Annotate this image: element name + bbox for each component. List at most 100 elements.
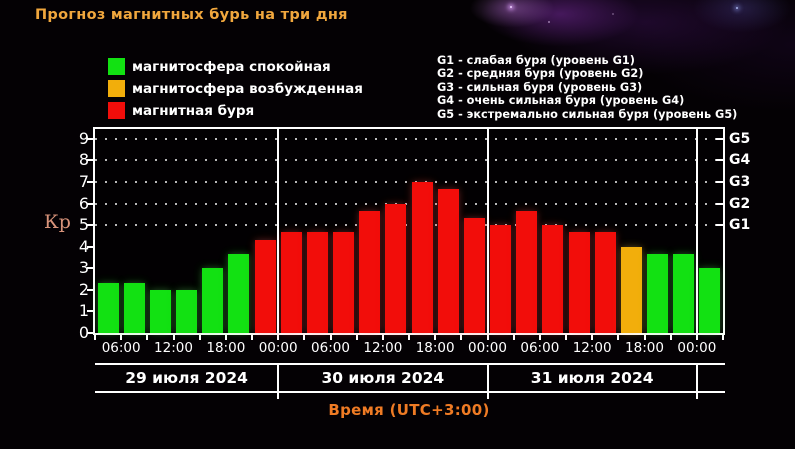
storm-level-description: G4 - очень сильная буря (уровень G4) xyxy=(437,94,685,108)
storm-level-description: G3 - сильная буря (уровень G3) xyxy=(437,80,643,94)
y-tick-label: 1 xyxy=(78,301,89,321)
x-minor-tick xyxy=(722,335,724,340)
dotted-gridline xyxy=(95,202,723,205)
kp-bar xyxy=(385,203,407,333)
date-separator xyxy=(277,364,280,392)
y-tick-mark xyxy=(87,224,94,227)
kp-bar xyxy=(359,210,381,333)
x-axis-title: Время (UTC+3:00) xyxy=(328,401,490,419)
legend-item: магнитосфера возбужденная xyxy=(108,78,363,100)
y-tick-label: 9 xyxy=(78,128,89,148)
y-tick-mark xyxy=(87,202,94,205)
x-tick-label: 06:00 xyxy=(520,340,560,356)
y-tick-label: 0 xyxy=(78,323,89,342)
storm-level-description: G5 - экстремально сильная буря (уровень … xyxy=(437,107,738,121)
date-sub-tick xyxy=(277,393,280,399)
x-minor-tick xyxy=(538,335,541,340)
kp-bar xyxy=(490,225,512,333)
x-minor-tick xyxy=(591,335,594,340)
x-minor-tick xyxy=(381,335,384,340)
x-minor-tick xyxy=(172,335,175,340)
legend-item-label: магнитная буря xyxy=(132,102,255,119)
kp-bar xyxy=(647,253,669,333)
star xyxy=(612,13,614,15)
x-minor-tick xyxy=(303,335,306,340)
x-tick-label: 06:00 xyxy=(101,340,141,356)
y-tick-mark xyxy=(87,137,94,140)
x-minor-tick xyxy=(565,335,567,340)
x-minor-tick xyxy=(617,335,620,340)
date-label: 30 июля 2024 xyxy=(321,369,445,387)
x-minor-tick xyxy=(94,335,96,340)
day-boundary-line xyxy=(695,129,698,333)
kp-bar xyxy=(673,253,695,333)
y-tick-mark xyxy=(87,332,94,334)
kp-bar xyxy=(620,246,642,333)
kp-bar xyxy=(254,239,276,333)
legend-item: магнитная буря xyxy=(108,100,363,122)
x-tick-label: 12:00 xyxy=(363,340,403,356)
x-tick-label: 00:00 xyxy=(468,340,507,356)
x-minor-tick xyxy=(146,335,149,340)
y-tick-mark xyxy=(87,159,94,162)
page-title: Прогноз магнитных бурь на три дня xyxy=(35,7,348,23)
y-tick-mark xyxy=(87,288,94,291)
x-tick-label: 00:00 xyxy=(258,340,298,356)
star xyxy=(548,21,550,23)
date-separator xyxy=(486,364,489,392)
date-label: 29 июля 2024 xyxy=(125,369,248,387)
legend-item: магнитосфера спокойная xyxy=(108,56,363,78)
x-minor-tick xyxy=(408,335,410,340)
kp-bar xyxy=(542,225,564,333)
y-tick-mark xyxy=(87,181,94,184)
star xyxy=(736,7,738,9)
date-label: 31 июля 2024 xyxy=(530,369,654,387)
x-minor-tick xyxy=(355,335,358,340)
date-band-top-rule xyxy=(95,363,725,365)
x-tick-label: 18:00 xyxy=(625,340,664,356)
x-tick-label: 06:00 xyxy=(311,340,350,356)
kp-bar xyxy=(333,232,355,333)
date-sub-tick xyxy=(486,393,489,399)
kp-bar xyxy=(411,182,433,333)
x-tick-label: 18:00 xyxy=(415,340,455,356)
legend-item-label: магнитосфера спокойная xyxy=(132,58,331,75)
kp-bar xyxy=(699,268,721,333)
x-minor-tick xyxy=(329,335,332,340)
x-tick-label: 18:00 xyxy=(206,340,246,356)
g-level-label: G2 xyxy=(729,195,751,212)
kp-bar xyxy=(568,232,590,333)
storm-levels-legend: G1 - слабая буря (уровень G1) G2 - средня… xyxy=(437,54,737,121)
kp-bar xyxy=(516,210,538,333)
dotted-gridline xyxy=(95,181,723,184)
y-tick-mark xyxy=(87,267,94,270)
storm-level-description: G2 - средняя буря (уровень G2) xyxy=(437,67,644,81)
x-minor-tick xyxy=(198,335,201,340)
y-tick-label: 4 xyxy=(78,236,89,256)
kp-bar xyxy=(594,232,616,333)
day-boundary-line xyxy=(277,129,280,333)
kp-bar xyxy=(176,289,198,333)
x-minor-tick xyxy=(460,335,463,340)
dotted-gridline xyxy=(95,159,723,162)
day-boundary-line xyxy=(486,129,489,333)
x-minor-tick xyxy=(434,335,437,340)
y-tick-mark xyxy=(87,245,94,248)
y-tick-label: 8 xyxy=(78,150,89,170)
x-minor-tick xyxy=(695,335,698,340)
star xyxy=(510,6,512,8)
dotted-gridline xyxy=(95,137,723,140)
kp-bar xyxy=(280,232,302,333)
x-tick-label: 12:00 xyxy=(572,340,612,356)
y-tick-label: 6 xyxy=(78,193,89,213)
y-axis-title: Кр xyxy=(44,211,71,233)
y-tick-label: 5 xyxy=(78,215,89,235)
x-minor-tick xyxy=(224,335,227,340)
x-minor-tick xyxy=(251,335,253,340)
excited-swatch xyxy=(108,80,125,97)
x-tick-label: 00:00 xyxy=(677,340,717,356)
storm-level-description: G1 - слабая буря (уровень G1) xyxy=(437,54,635,67)
status-legend: магнитосфера спокойная магнитосфера возбу… xyxy=(108,56,363,122)
y-tick-mark xyxy=(87,310,94,313)
dotted-gridline xyxy=(95,224,723,227)
